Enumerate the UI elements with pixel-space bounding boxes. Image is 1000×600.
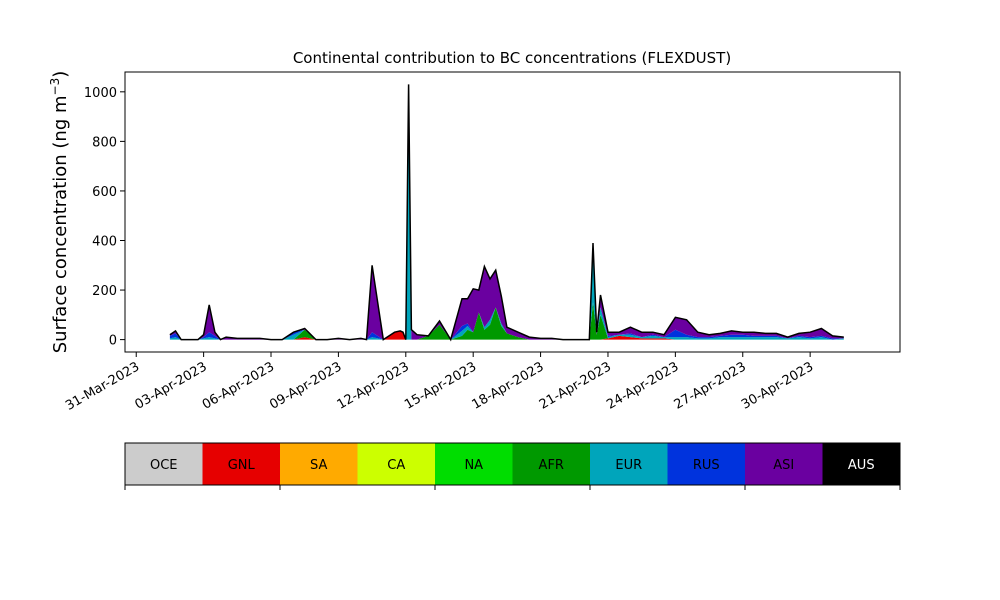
colorbar-label: SA [310,458,327,473]
colorbar-label: NA [464,458,483,473]
colorbar-label: AFR [539,458,564,473]
y-tick-label: 1000 [84,86,117,101]
stacked-areas [169,84,844,340]
colorbar-label: GNL [228,458,256,473]
colorbar-label: EUR [615,458,642,473]
area-eur [169,111,844,340]
y-axis: 0 200 400 600 800 1000 [84,86,125,349]
colorbar-label: AUS [848,458,875,473]
x-tick-label: 09-Apr-2023 [267,359,344,412]
x-tick-label: 15-Apr-2023 [402,359,479,412]
colorbar-cell-sa [280,443,358,485]
colorbar-cell-aus [822,443,901,485]
area-aus [169,84,844,340]
colorbar-label: ASI [773,458,794,473]
colorbar-label: CA [387,458,405,473]
colorbar-legend: OCE GNL SA CA NA AFR EUR RUS ASI AUS [124,442,901,490]
colorbar-cell-asi [745,443,823,485]
x-tick-label: 24-Apr-2023 [604,359,681,412]
colorbar-cell-gnl [202,443,281,485]
x-tick-label: 31-Mar-2023 [63,359,142,413]
colorbar-label: OCE [150,458,178,473]
y-tick-label: 600 [92,185,117,200]
y-tick-label: 400 [92,234,117,249]
x-tick-label: 12-Apr-2023 [335,359,412,412]
colorbar-cell-afr [512,443,591,485]
colorbar-frame [124,442,901,486]
area-asi [169,84,844,340]
x-tick-label: 03-Apr-2023 [133,359,210,412]
chart-title: Continental contribution to BC concentra… [293,49,731,67]
y-tick-label: 0 [109,334,117,349]
x-tick-label: 18-Apr-2023 [469,359,546,412]
colorbar-label: RUS [693,458,720,473]
y-tick-label: 200 [92,284,117,299]
y-tick-label: 800 [92,135,117,150]
x-tick-label: 30-Apr-2023 [739,359,816,412]
area-rus [169,104,844,340]
x-tick-label: 21-Apr-2023 [537,359,614,412]
x-axis: 31-Mar-202303-Apr-202306-Apr-202309-Apr-… [63,352,816,414]
total-outline [169,84,844,342]
colorbar-cell-oce [125,443,203,485]
colorbar-cell-na [435,443,513,485]
colorbar-cell-eur [590,443,668,485]
y-axis-label: Surface concentration (ng m−3) [48,71,71,354]
x-tick-label: 27-Apr-2023 [672,359,749,412]
colorbar-cell-rus [667,443,746,485]
x-tick-label: 06-Apr-2023 [200,359,277,412]
colorbar-cell-ca [357,443,436,485]
plot-frame [124,71,901,353]
